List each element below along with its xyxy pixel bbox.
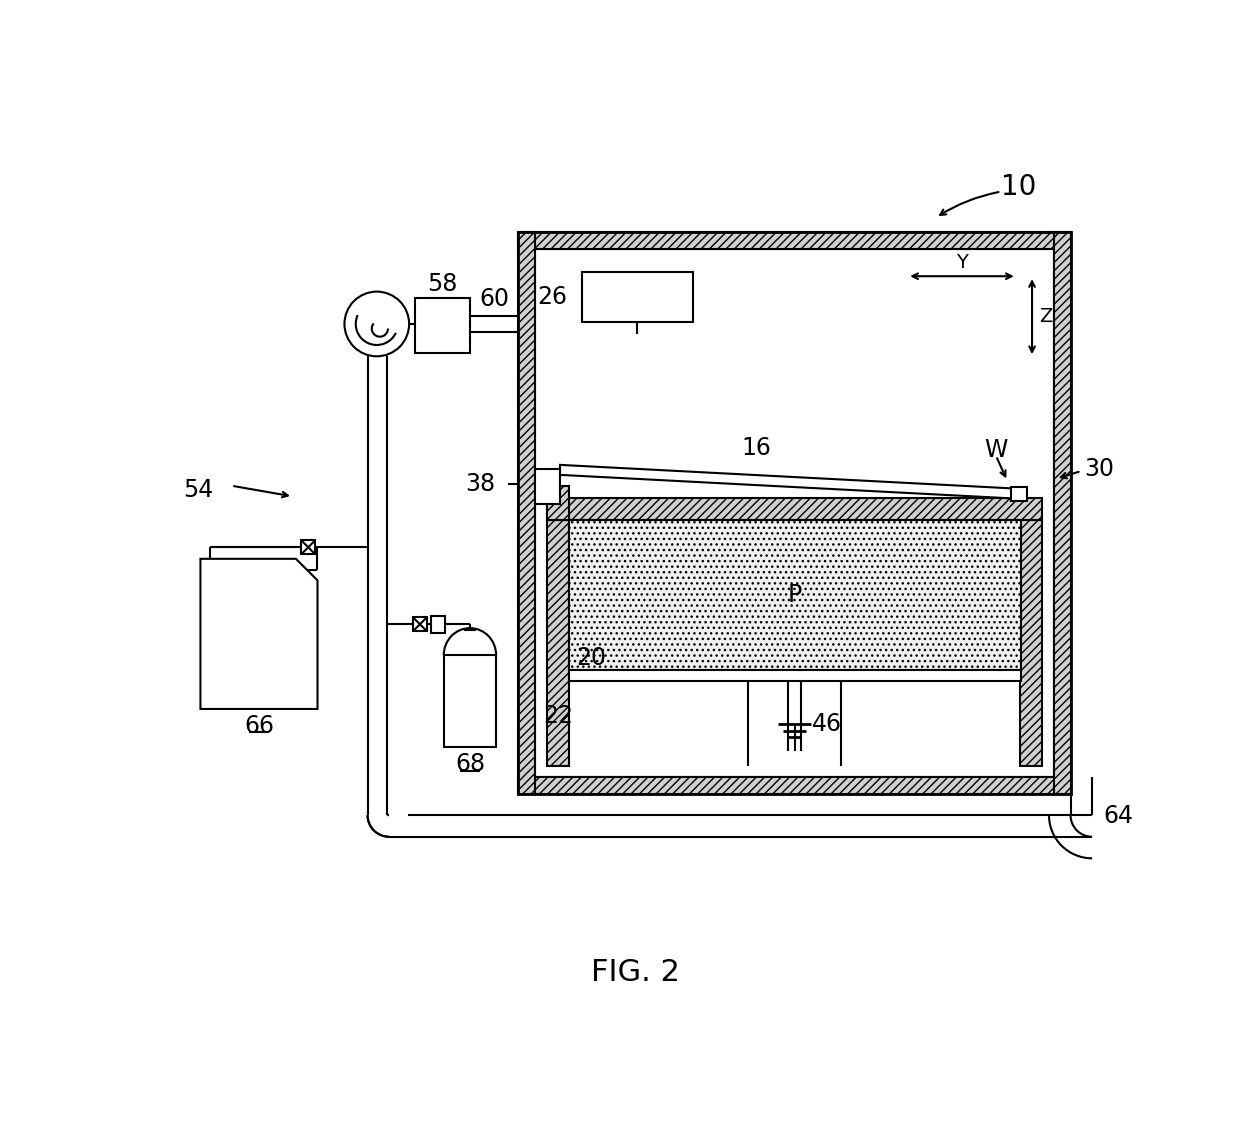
Bar	[518, 778, 1070, 795]
Text: 46: 46	[811, 712, 842, 736]
Polygon shape	[201, 559, 317, 709]
Text: 10: 10	[1001, 172, 1037, 201]
Text: 64: 64	[1102, 804, 1133, 828]
Text: Z: Z	[1039, 307, 1053, 327]
Text: 22: 22	[543, 704, 573, 728]
Text: 66: 66	[244, 714, 274, 738]
Text: 26: 26	[538, 286, 568, 310]
Text: 20: 20	[577, 646, 606, 670]
Bar	[582, 272, 693, 322]
Text: 68: 68	[455, 752, 485, 777]
Text: 38: 38	[465, 472, 495, 496]
Bar	[547, 519, 568, 765]
Text: W: W	[985, 438, 1008, 463]
Bar	[518, 232, 1070, 795]
Bar	[518, 232, 536, 795]
Bar	[414, 298, 470, 353]
Bar	[413, 617, 427, 632]
Bar	[547, 486, 568, 519]
Bar	[536, 249, 1054, 778]
Bar	[1012, 488, 1027, 501]
Text: 58: 58	[427, 272, 458, 296]
Text: Y: Y	[956, 253, 968, 272]
Bar	[1054, 232, 1070, 795]
Bar	[430, 616, 444, 633]
Text: 54: 54	[184, 477, 213, 501]
Text: 16: 16	[742, 435, 771, 460]
Bar	[301, 540, 315, 555]
Text: 60: 60	[479, 287, 510, 312]
Bar	[536, 469, 560, 505]
Bar	[547, 498, 1042, 519]
Bar	[444, 655, 496, 747]
Text: FIG. 2: FIG. 2	[591, 958, 680, 987]
Bar	[518, 232, 1070, 249]
Bar	[568, 670, 1021, 682]
Circle shape	[345, 291, 409, 356]
Bar	[1021, 519, 1042, 765]
Polygon shape	[560, 465, 1019, 499]
Text: 30: 30	[1085, 457, 1115, 481]
Text: P: P	[787, 583, 801, 607]
Bar	[568, 519, 1021, 670]
